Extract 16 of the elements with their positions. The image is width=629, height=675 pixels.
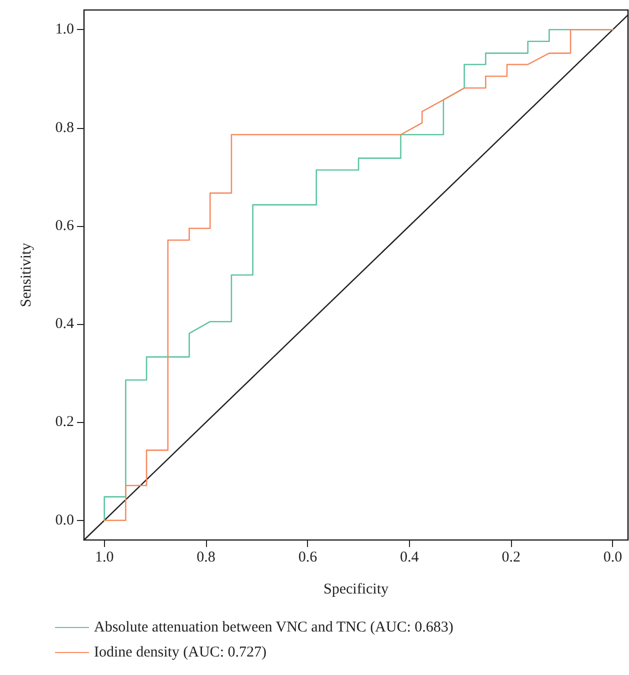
x-tick-label: 0.0 [603, 550, 622, 566]
y-tick-label: 0.4 [55, 316, 74, 332]
y-tick-label: 1.0 [55, 22, 74, 38]
x-tick-label: 0.8 [196, 550, 216, 566]
x-axis-title: Specificity [324, 582, 389, 598]
y-tick-label: 0.8 [55, 120, 74, 136]
x-tick-label: 1.0 [94, 550, 114, 566]
y-tick-label: 0.2 [55, 414, 74, 430]
y-tick-label: 0.0 [55, 512, 74, 528]
y-tick-label: 0.6 [55, 218, 74, 234]
legend-label: Absolute attenuation between VNC and TNC (AUC: 0.683) [94, 620, 454, 636]
legend-label: Iodine density (AUC: 0.727) [94, 644, 266, 660]
x-tick-label: 0.6 [298, 550, 318, 566]
y-axis-title: Sensitivity [18, 242, 34, 308]
x-tick-label: 0.4 [400, 550, 420, 566]
x-tick-label: 0.2 [502, 550, 520, 566]
